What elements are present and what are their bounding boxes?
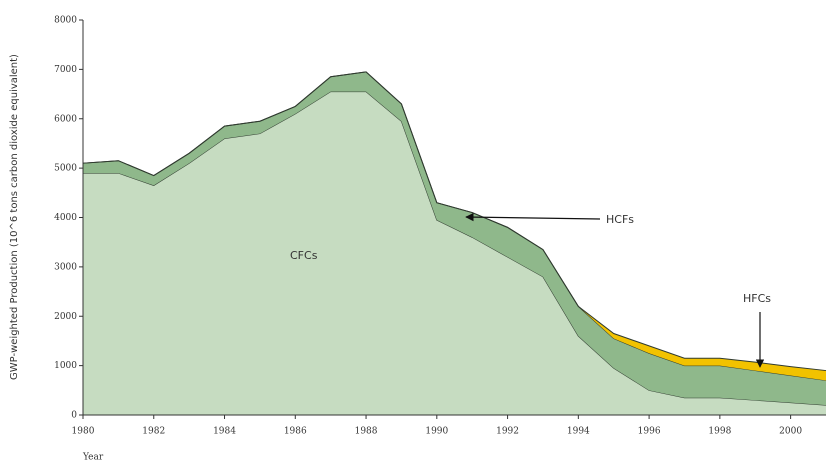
- x-tick-label: 1996: [638, 427, 661, 437]
- y-tick-label: 7000: [54, 65, 77, 75]
- series-label: CFCs: [290, 249, 318, 262]
- y-axis-label: GWP-weighted Production (10^6 tons carbo…: [9, 54, 20, 380]
- x-tick-label: 1994: [567, 427, 590, 437]
- x-axis-label: Year: [82, 453, 104, 463]
- series-label: HCFs: [606, 213, 634, 226]
- area-edge: [83, 91, 827, 406]
- x-tick-label: 1986: [284, 427, 307, 437]
- y-tick-label: 6000: [54, 114, 77, 124]
- y-tick-label: 1000: [54, 361, 77, 371]
- y-tick-label: 8000: [54, 16, 77, 26]
- area-edge: [82, 71, 827, 372]
- y-tick-label: 5000: [54, 164, 77, 174]
- x-tick-label: 1992: [496, 427, 519, 437]
- x-tick-label: 1988: [355, 427, 378, 437]
- arrow: [465, 212, 601, 222]
- x-tick-label: 1980: [72, 427, 95, 437]
- area: [83, 91, 826, 415]
- y-tick-label: 3000: [54, 262, 77, 272]
- series-label: HFCs: [743, 292, 771, 305]
- y-tick-label: 0: [71, 411, 77, 421]
- y-tick-label: 2000: [54, 312, 77, 322]
- x-tick-label: 2000: [779, 427, 802, 437]
- x-tick-label: 1998: [708, 427, 731, 437]
- plot-area: [82, 71, 827, 415]
- y-tick-label: 4000: [54, 213, 77, 223]
- x-tick-label: 1984: [213, 427, 236, 437]
- x-tick-label: 1990: [425, 427, 448, 437]
- x-tick-label: 1982: [142, 427, 165, 437]
- area: [83, 71, 826, 406]
